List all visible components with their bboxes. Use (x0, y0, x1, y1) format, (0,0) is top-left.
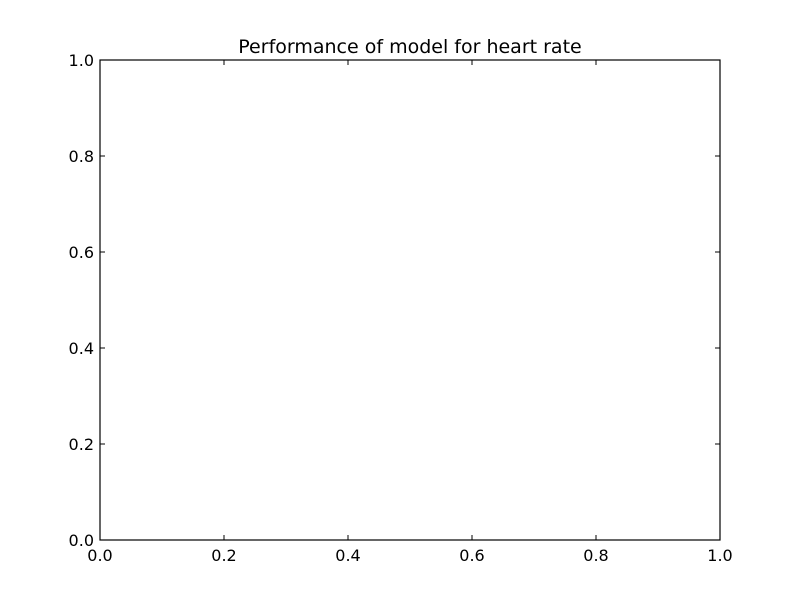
x-tick-label: 0.0 (87, 546, 112, 565)
y-tick-label: 1.0 (69, 51, 94, 70)
ticks-layer: 0.0 0.2 0.4 0.6 0.8 1.0 0.0 0.2 0.4 0.6 0.8 1.0 (69, 51, 733, 565)
chart-title: Performance of model for heart rate (238, 36, 581, 58)
x-tick-label: 0.6 (459, 546, 484, 565)
x-tick-label: 0.8 (583, 546, 608, 565)
x-tick-label: 1.0 (707, 546, 732, 565)
y-tick-label: 0.4 (69, 339, 94, 358)
plot-area (100, 60, 720, 540)
x-tick-label: 0.2 (211, 546, 236, 565)
x-tick-label: 0.4 (335, 546, 360, 565)
y-tick-label: 0.0 (69, 531, 94, 550)
plot-frame (99, 59, 721, 541)
y-tick-label: 0.2 (69, 435, 94, 454)
y-tick-label: 0.6 (69, 243, 94, 262)
y-tick-label: 0.8 (69, 147, 94, 166)
